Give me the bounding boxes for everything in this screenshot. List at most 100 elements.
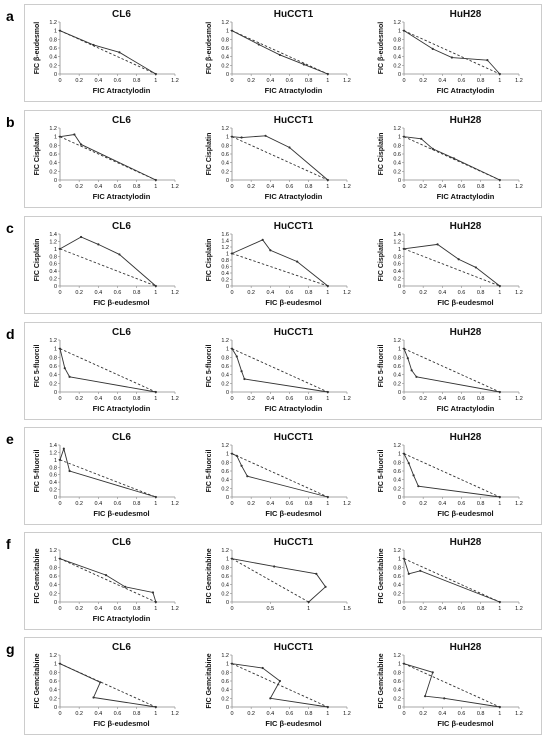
y-tick-label: 0.6: [49, 574, 57, 580]
x-axis-label: FIC β-eudesmol: [437, 719, 493, 728]
y-tick-label: 0.8: [393, 143, 401, 149]
row-letter-f: f: [6, 536, 11, 552]
data-point: [154, 284, 157, 288]
panel-title: HuCCT1: [274, 432, 314, 443]
y-tick-label: 0.8: [49, 670, 57, 676]
x-tick-label: 0.6: [114, 711, 122, 717]
data-point: [278, 679, 282, 683]
row-letter-b: b: [6, 114, 15, 130]
x-tick-label: 0.4: [95, 711, 103, 717]
data-point: [326, 284, 329, 288]
data-point: [154, 495, 157, 499]
x-tick-label: 1: [326, 711, 329, 717]
row-panel-e: [24, 427, 542, 525]
data-point: [498, 390, 501, 394]
x-tick-label: 0: [58, 184, 61, 190]
x-tick-label: 0.8: [305, 78, 313, 84]
y-tick-label: 0.2: [221, 591, 229, 597]
panel-title: CL6: [112, 642, 131, 653]
additivity-line: [59, 30, 157, 75]
data-point: [154, 600, 157, 604]
data-point: [420, 137, 423, 140]
y-tick-label: 0.2: [49, 488, 57, 494]
y-tick-label: 0.8: [393, 460, 401, 466]
x-tick-label: 0.6: [286, 501, 294, 507]
x-tick-label: 1.2: [343, 396, 351, 402]
data-point: [58, 135, 62, 138]
data-point: [407, 462, 410, 465]
y-tick-label: 0.8: [221, 258, 229, 264]
y-tick-label: 1.6: [221, 232, 229, 238]
x-tick-label: 0.8: [133, 606, 141, 612]
y-axis-label: FIC β-eudesmol: [378, 22, 385, 75]
x-tick-label: 0.2: [419, 501, 427, 507]
x-tick-label: 0: [402, 184, 405, 190]
data-point: [230, 347, 234, 350]
x-tick-label: 0.2: [75, 711, 83, 717]
data-point: [261, 666, 264, 670]
x-tick-label: 0.4: [439, 606, 447, 612]
data-point: [273, 565, 276, 568]
y-tick-label: 0.4: [221, 583, 229, 589]
data-point: [498, 600, 501, 604]
combination-line: [59, 30, 157, 75]
x-tick-label: 1.2: [171, 711, 179, 717]
y-tick-label: 0.6: [49, 262, 57, 268]
y-tick-label: 0.2: [221, 696, 229, 702]
isobologram-g-huh28: HuH28 0 0.2 0.4 0.6 0.8 1 1.2 0 0.2 0.4 0.6 0.8 1 1.2 F…: [378, 642, 523, 728]
data-point: [58, 29, 62, 32]
y-tick-label: 1: [54, 557, 57, 563]
data-point: [269, 697, 272, 700]
x-axis-label: FIC Atractylodin: [437, 86, 495, 95]
data-point: [118, 253, 121, 256]
y-tick-label: 1: [54, 247, 57, 253]
y-tick-label: 0: [226, 495, 229, 501]
y-tick-label: 0.2: [393, 591, 401, 597]
isobologram-d-hucct1: HuCCT1 0 0.2 0.4 0.6 0.8 1 1.2 0 0.2 0.4 0.6 0.8 1 1.2…: [206, 327, 351, 413]
data-point: [230, 452, 234, 455]
x-tick-label: 1: [326, 184, 329, 190]
data-point: [412, 474, 415, 477]
x-tick-label: 0.4: [439, 184, 447, 190]
isobologram-d-huh28: HuH28 0 0.2 0.4 0.6 0.8 1 1.2 0 0.2 0.4 0.6 0.8 1 1.2 F…: [378, 327, 523, 413]
x-tick-label: 0.6: [114, 78, 122, 84]
x-tick-label: 0.6: [286, 184, 294, 190]
y-tick-label: 1.2: [393, 653, 401, 659]
x-tick-label: 0.4: [267, 711, 275, 717]
data-point: [154, 178, 157, 182]
y-tick-label: 0.2: [49, 696, 57, 702]
x-tick-label: 1.2: [171, 606, 179, 612]
y-tick-label: 0: [226, 600, 229, 606]
x-tick-label: 0.8: [305, 184, 313, 190]
y-tick-label: 1.2: [49, 20, 57, 26]
data-point: [296, 260, 299, 263]
data-point: [443, 697, 446, 700]
additivity-line: [403, 30, 501, 75]
y-tick-label: 1.2: [221, 443, 229, 449]
y-tick-label: 1.2: [49, 548, 57, 554]
x-tick-label: 0: [58, 78, 61, 84]
data-point: [324, 585, 327, 588]
x-tick-label: 1: [326, 396, 329, 402]
data-point: [402, 29, 406, 32]
y-tick-label: 1.2: [221, 338, 229, 344]
row-letter-a: a: [6, 8, 14, 24]
x-tick-label: 1.5: [343, 606, 351, 612]
additivity-line: [403, 348, 501, 393]
y-tick-label: 0: [54, 390, 57, 396]
data-point: [99, 681, 102, 684]
x-tick-label: 0.8: [305, 396, 313, 402]
y-tick-label: 0: [398, 284, 401, 290]
y-tick-label: 1: [54, 135, 57, 141]
y-tick-label: 0.6: [393, 574, 401, 580]
y-tick-label: 1: [226, 252, 229, 258]
x-tick-label: 1: [154, 184, 157, 190]
data-point: [486, 59, 489, 62]
x-tick-label: 0.4: [439, 290, 447, 296]
y-tick-label: 0.2: [393, 696, 401, 702]
y-axis-label: FIC Cisplatin: [378, 133, 385, 176]
y-tick-label: 0.8: [49, 37, 57, 43]
y-axis-label: FIC 5-fluorcil: [378, 450, 385, 493]
y-tick-label: 1: [226, 135, 229, 141]
